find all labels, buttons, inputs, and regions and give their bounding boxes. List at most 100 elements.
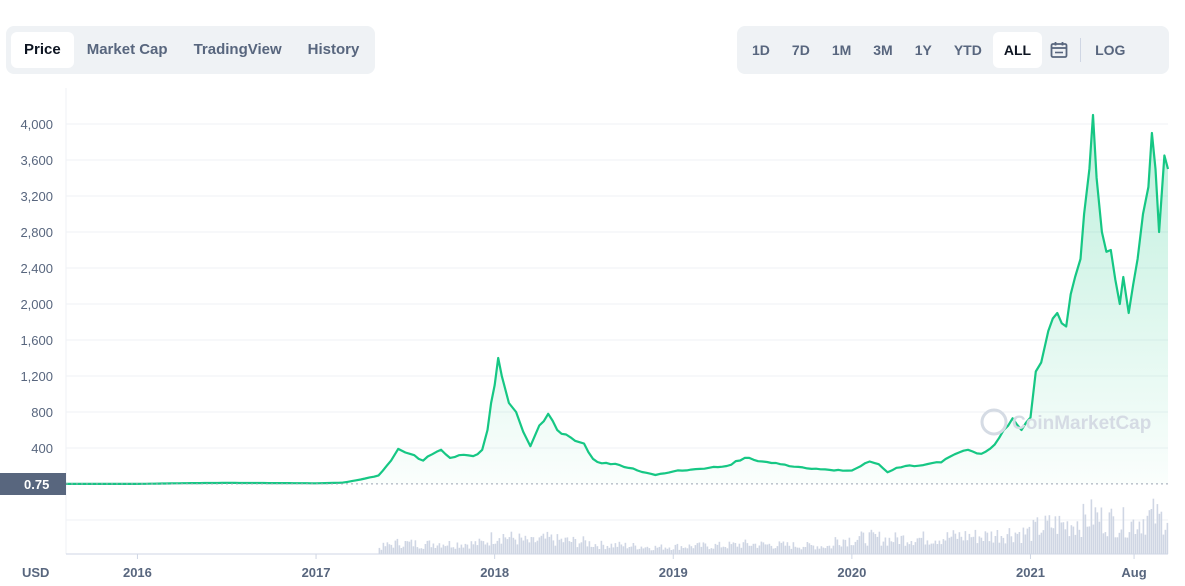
calendar-icon[interactable] bbox=[1042, 32, 1076, 68]
volume-bar bbox=[1166, 522, 1169, 554]
volume-bar bbox=[1144, 534, 1147, 554]
volume-bar bbox=[826, 546, 829, 554]
range-7d-button[interactable]: 7D bbox=[791, 42, 810, 58]
volume-bar bbox=[652, 550, 655, 554]
toolbar-divider bbox=[1080, 38, 1082, 62]
volume-bar bbox=[432, 543, 435, 554]
volume-bar bbox=[1066, 521, 1069, 554]
volume-bar bbox=[830, 548, 833, 554]
volume-bar bbox=[670, 550, 673, 554]
volume-bar bbox=[688, 544, 691, 554]
volume-bar bbox=[1036, 517, 1039, 554]
volume-bar bbox=[1064, 529, 1067, 554]
volume-bar bbox=[648, 548, 651, 554]
volume-bar bbox=[512, 537, 515, 554]
volume-bar bbox=[960, 536, 963, 554]
volume-bar bbox=[380, 549, 383, 554]
volume-bar bbox=[1032, 519, 1035, 554]
volume-bar bbox=[878, 531, 881, 554]
volume-bar bbox=[408, 541, 411, 554]
volume-bar bbox=[1052, 528, 1055, 554]
volume-bar bbox=[676, 543, 679, 554]
volume-bar bbox=[1034, 521, 1037, 554]
volume-bar bbox=[954, 533, 957, 554]
range-3m-button[interactable]: 3M bbox=[873, 42, 893, 58]
volume-bar bbox=[994, 536, 997, 554]
volume-bar bbox=[950, 536, 953, 554]
volume-bar bbox=[546, 531, 549, 554]
volume-bar bbox=[612, 547, 615, 554]
x-axis-ticks: 2016 2017 2018 2019 2020 2021 Aug bbox=[123, 554, 1147, 580]
volume-bar bbox=[636, 549, 639, 554]
volume-bar bbox=[944, 540, 947, 554]
volume-bar bbox=[882, 541, 885, 554]
volume-bar bbox=[474, 541, 477, 554]
volume-bar bbox=[818, 548, 821, 554]
volume-bar bbox=[674, 544, 677, 554]
volume-bar bbox=[1160, 511, 1163, 554]
volume-bar bbox=[492, 544, 495, 554]
volume-bar bbox=[934, 540, 937, 554]
volume-bar bbox=[918, 537, 921, 554]
volume-bar bbox=[1040, 532, 1043, 554]
volume-bar bbox=[710, 548, 713, 554]
log-scale-toggle[interactable]: LOG bbox=[1095, 42, 1126, 58]
volume-bar bbox=[530, 537, 533, 554]
volume-bar bbox=[1126, 537, 1129, 554]
volume-bar bbox=[750, 545, 753, 554]
volume-bar bbox=[874, 534, 877, 554]
volume-bar bbox=[476, 545, 479, 554]
volume-bars bbox=[378, 498, 1169, 554]
y-tick-label: 2,800 bbox=[20, 225, 53, 240]
volume-bar bbox=[666, 548, 669, 554]
tab-price[interactable]: Price bbox=[11, 32, 74, 68]
volume-bar bbox=[392, 547, 395, 554]
tab-market-cap[interactable]: Market Cap bbox=[86, 41, 168, 58]
volume-bar bbox=[446, 545, 449, 554]
volume-bar bbox=[698, 542, 701, 554]
volume-bar bbox=[1110, 508, 1113, 554]
volume-bar bbox=[544, 538, 547, 554]
current-price-badge: 0.75 bbox=[0, 473, 66, 495]
range-1m-button[interactable]: 1M bbox=[831, 42, 852, 58]
volume-bar bbox=[488, 545, 491, 554]
volume-bar bbox=[774, 548, 777, 554]
volume-bar bbox=[1058, 515, 1061, 554]
volume-bar bbox=[566, 537, 569, 554]
volume-bar bbox=[594, 544, 597, 554]
range-1d-button[interactable]: 1D bbox=[752, 42, 770, 58]
range-ytd-button[interactable]: YTD bbox=[953, 42, 982, 58]
tab-history[interactable]: History bbox=[307, 41, 360, 58]
volume-bar bbox=[406, 541, 409, 554]
volume-bar bbox=[780, 542, 783, 554]
volume-bar bbox=[708, 549, 711, 554]
volume-bar bbox=[398, 545, 401, 554]
volume-bar bbox=[778, 541, 781, 554]
volume-bar bbox=[1116, 537, 1119, 554]
volume-bar bbox=[620, 544, 623, 554]
x-tick-label: 2018 bbox=[480, 565, 509, 580]
volume-bar bbox=[604, 549, 607, 554]
volume-bar bbox=[600, 540, 603, 554]
volume-bar bbox=[1084, 514, 1087, 554]
volume-bar bbox=[472, 544, 475, 554]
volume-bar bbox=[1158, 513, 1161, 554]
range-all-button[interactable]: ALL bbox=[992, 32, 1043, 68]
volume-bar bbox=[584, 540, 587, 554]
volume-bar bbox=[1000, 536, 1003, 554]
volume-bar bbox=[540, 535, 543, 554]
volume-bar bbox=[828, 545, 831, 554]
volume-bar bbox=[840, 546, 843, 554]
volume-bar bbox=[390, 544, 393, 554]
volume-bar bbox=[1010, 536, 1013, 554]
volume-bar bbox=[912, 545, 915, 554]
range-1y-button[interactable]: 1Y bbox=[914, 42, 932, 58]
volume-bar bbox=[770, 545, 773, 554]
volume-bar bbox=[904, 545, 907, 554]
volume-bar bbox=[682, 548, 685, 554]
volume-bar bbox=[906, 542, 909, 554]
tab-tradingview[interactable]: TradingView bbox=[193, 41, 282, 58]
volume-bar bbox=[532, 537, 535, 554]
volume-bar bbox=[702, 542, 705, 554]
volume-bar bbox=[1100, 507, 1103, 554]
